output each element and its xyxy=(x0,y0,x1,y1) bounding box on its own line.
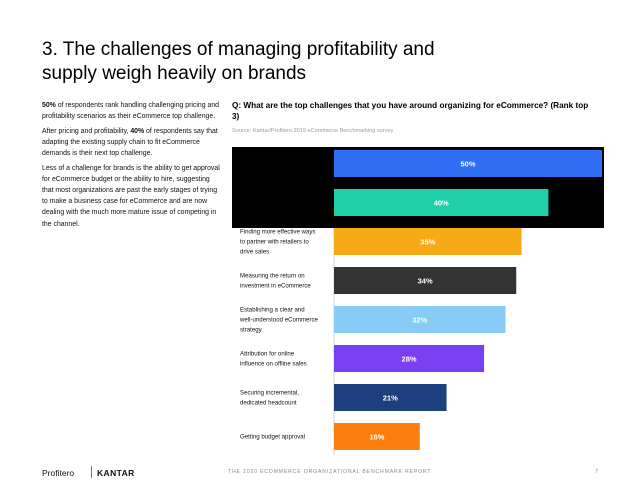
category-label: Establishing a clear and well-understood … xyxy=(239,306,319,333)
body-paragraph-text: of respondents rank handling challenging… xyxy=(42,102,219,121)
category-label-line: strategy xyxy=(240,327,263,334)
data-label: 28% xyxy=(402,355,417,364)
category-label-line: well-understood eCommerce xyxy=(239,317,319,324)
bar xyxy=(334,306,506,333)
chart-source: Source: Kantar/Profitero 2019 eCommerce … xyxy=(232,128,394,134)
category-label: Attribution for online influence on offli… xyxy=(240,350,307,367)
bar xyxy=(334,345,485,372)
category-label-line: to partner with retailers to xyxy=(240,239,309,246)
profitero-logo: Profitero xyxy=(42,468,75,478)
data-label: 35% xyxy=(420,238,435,247)
category-label-line: influence on offline sales xyxy=(240,361,307,368)
category-label-line: Establishing a clear and xyxy=(240,306,305,313)
kantar-logo: KANTAR xyxy=(97,468,135,478)
data-label: 32% xyxy=(412,316,427,325)
data-label: 40% xyxy=(434,199,449,208)
bar xyxy=(334,423,420,450)
bar xyxy=(334,384,447,411)
body-paragraph: 50% of respondents rank handling challen… xyxy=(42,100,220,122)
category-label: Securing incremental, dedicated headcount xyxy=(240,389,299,406)
body-text: 50% of respondents rank handling challen… xyxy=(42,100,220,233)
category-label-line: Securing incremental, xyxy=(240,389,299,396)
category-label-line: investment in eCommerce xyxy=(240,283,311,290)
category-label-line: Attribution for online xyxy=(240,350,295,357)
category-label-line: dedicated headcount xyxy=(240,400,297,407)
body-paragraph-text: After pricing and profitability, xyxy=(42,127,131,135)
page-number: 7 xyxy=(595,469,599,475)
category-label-line: Getting budget approval xyxy=(240,434,305,441)
category-label-line: Finding more effective ways xyxy=(240,228,315,235)
body-paragraph: Less of a challenge for brands is the ab… xyxy=(42,164,220,228)
bar xyxy=(334,150,602,177)
category-label: Finding more effective ways to partner wi… xyxy=(240,228,315,255)
data-label: 16% xyxy=(369,433,384,442)
category-label-line: drive sales xyxy=(240,249,269,256)
survey-question: Q: What are the top challenges that you … xyxy=(232,101,589,121)
category-label: Getting budget approval xyxy=(240,434,305,441)
category-label: Measuring the return on investment in eCo… xyxy=(240,272,311,289)
body-paragraph-text: of respondents say that adapting the exi… xyxy=(42,127,218,158)
footer-divider xyxy=(91,466,92,478)
category-label-line: Measuring the return on xyxy=(240,272,305,279)
report-name: THE 2020 ECOMMERCE ORGANIZATIONAL BENCHM… xyxy=(228,469,432,475)
stat-highlight: 40% xyxy=(130,127,145,135)
bar xyxy=(334,189,549,216)
bar xyxy=(334,228,522,255)
page-title: 3. The challenges of managing profitabil… xyxy=(42,39,435,84)
data-label: 50% xyxy=(460,160,475,169)
bar xyxy=(334,267,517,294)
body-paragraph: After pricing and profitability, 40% of … xyxy=(42,126,220,160)
data-label: 21% xyxy=(383,394,398,403)
data-label: 34% xyxy=(418,277,433,286)
stat-highlight: 50% xyxy=(42,102,56,109)
